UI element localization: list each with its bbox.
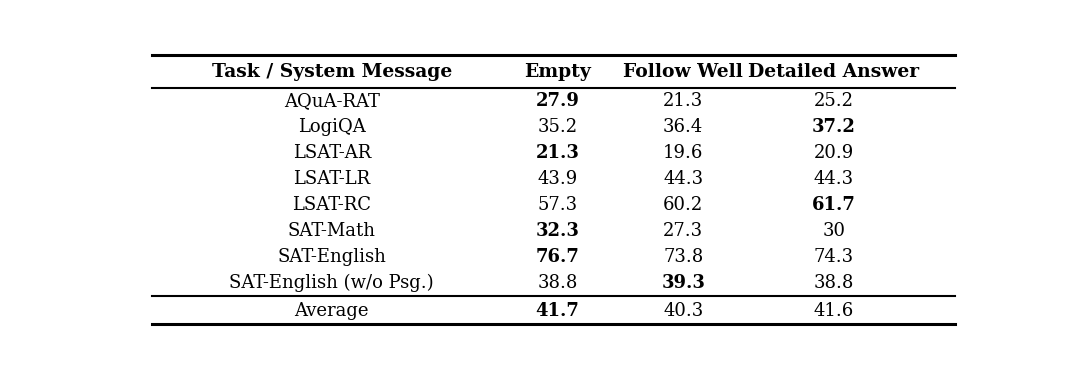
Text: 19.6: 19.6	[663, 144, 703, 162]
Text: 76.7: 76.7	[536, 248, 580, 266]
Text: AQuA-RAT: AQuA-RAT	[284, 92, 380, 110]
Text: 40.3: 40.3	[663, 302, 703, 320]
Text: 32.3: 32.3	[536, 222, 580, 240]
Text: 27.9: 27.9	[536, 92, 580, 110]
Text: Task / System Message: Task / System Message	[212, 63, 451, 81]
Text: LSAT-RC: LSAT-RC	[293, 196, 372, 214]
Text: 30: 30	[822, 222, 846, 240]
Text: 21.3: 21.3	[663, 92, 703, 110]
Text: LSAT-LR: LSAT-LR	[293, 170, 370, 188]
Text: 57.3: 57.3	[538, 196, 578, 214]
Text: 37.2: 37.2	[812, 118, 855, 136]
Text: SAT-Math: SAT-Math	[287, 222, 376, 240]
Text: Detailed Answer: Detailed Answer	[748, 63, 919, 81]
Text: 73.8: 73.8	[663, 248, 703, 266]
Text: 41.7: 41.7	[536, 302, 580, 320]
Text: 43.9: 43.9	[538, 170, 578, 188]
Text: 38.8: 38.8	[538, 274, 578, 291]
Text: 20.9: 20.9	[813, 144, 854, 162]
Text: 39.3: 39.3	[661, 274, 705, 291]
Text: 35.2: 35.2	[538, 118, 578, 136]
Text: 44.3: 44.3	[814, 170, 854, 188]
Text: LogiQA: LogiQA	[298, 118, 365, 136]
Text: 27.3: 27.3	[663, 222, 703, 240]
Text: Empty: Empty	[524, 63, 591, 81]
Text: Average: Average	[295, 302, 369, 320]
Text: 41.6: 41.6	[813, 302, 854, 320]
Text: 36.4: 36.4	[663, 118, 703, 136]
Text: 21.3: 21.3	[536, 144, 580, 162]
Text: 38.8: 38.8	[813, 274, 854, 291]
Text: SAT-English: SAT-English	[278, 248, 387, 266]
Text: SAT-English (w/o Psg.): SAT-English (w/o Psg.)	[229, 274, 434, 292]
Text: 74.3: 74.3	[814, 248, 854, 266]
Text: Follow Well: Follow Well	[623, 63, 743, 81]
Text: 61.7: 61.7	[812, 196, 855, 214]
Text: 25.2: 25.2	[814, 92, 854, 110]
Text: LSAT-AR: LSAT-AR	[293, 144, 370, 162]
Text: 60.2: 60.2	[663, 196, 703, 214]
Text: 44.3: 44.3	[663, 170, 703, 188]
